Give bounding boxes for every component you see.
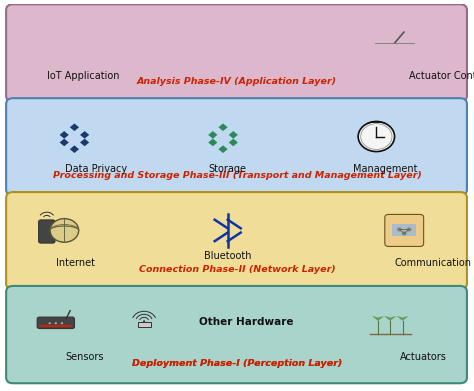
FancyBboxPatch shape: [6, 286, 467, 383]
Text: Deployment Phase-I (Perception Layer): Deployment Phase-I (Perception Layer): [132, 359, 342, 368]
Text: Data Privacy: Data Privacy: [65, 165, 127, 174]
Text: Connection Phase-II (Network Layer): Connection Phase-II (Network Layer): [139, 265, 335, 274]
Text: Sensors: Sensors: [65, 352, 104, 362]
Polygon shape: [80, 131, 89, 139]
Circle shape: [50, 219, 79, 242]
Wedge shape: [382, 32, 408, 43]
Polygon shape: [390, 316, 396, 321]
Text: Internet: Internet: [56, 258, 95, 268]
Circle shape: [48, 322, 51, 324]
Bar: [165, 25, 197, 42]
Circle shape: [402, 231, 407, 235]
Polygon shape: [60, 139, 69, 146]
Circle shape: [61, 322, 63, 324]
Text: Communication: Communication: [395, 258, 472, 268]
Polygon shape: [208, 131, 218, 139]
Text: Deployment Phase-I (Perception Layer): Deployment Phase-I (Perception Layer): [132, 359, 342, 368]
Bar: [392, 224, 416, 237]
Polygon shape: [208, 139, 218, 146]
Text: Management: Management: [353, 165, 418, 174]
FancyBboxPatch shape: [6, 192, 467, 289]
Text: Actuator Control: Actuator Control: [409, 70, 474, 81]
Bar: [137, 322, 151, 327]
Polygon shape: [228, 131, 238, 139]
Text: IoT Application: IoT Application: [46, 70, 119, 81]
Bar: [179, 45, 184, 50]
Text: Processing and Storage Phase-III (Transport and Management Layer): Processing and Storage Phase-III (Transp…: [53, 171, 421, 180]
Polygon shape: [372, 316, 378, 321]
Wedge shape: [375, 27, 414, 43]
Circle shape: [55, 322, 57, 324]
FancyBboxPatch shape: [39, 220, 55, 243]
Circle shape: [407, 228, 411, 231]
Polygon shape: [384, 316, 390, 321]
Polygon shape: [396, 316, 402, 321]
FancyBboxPatch shape: [385, 214, 424, 246]
FancyBboxPatch shape: [160, 20, 202, 47]
Circle shape: [393, 41, 396, 44]
FancyBboxPatch shape: [6, 4, 467, 102]
Polygon shape: [228, 139, 238, 146]
Circle shape: [358, 122, 394, 152]
Circle shape: [397, 228, 402, 231]
Text: Actuators: Actuators: [400, 352, 447, 362]
Circle shape: [143, 320, 145, 322]
Polygon shape: [219, 124, 228, 131]
Text: Bluetooth: Bluetooth: [204, 251, 252, 261]
Polygon shape: [70, 145, 79, 153]
Text: Analysis Phase-IV (Application Layer): Analysis Phase-IV (Application Layer): [137, 77, 337, 86]
Polygon shape: [378, 316, 384, 321]
Polygon shape: [70, 124, 79, 131]
Polygon shape: [402, 316, 409, 321]
FancyBboxPatch shape: [37, 317, 74, 328]
Bar: [171, 49, 191, 51]
Bar: [162, 43, 201, 46]
Circle shape: [361, 124, 392, 149]
Polygon shape: [219, 145, 228, 153]
FancyBboxPatch shape: [6, 98, 467, 196]
Polygon shape: [60, 131, 69, 139]
Text: Other Hardware: Other Hardware: [199, 317, 293, 327]
Text: Storage: Storage: [209, 165, 246, 174]
Bar: [39, 325, 72, 326]
Polygon shape: [80, 139, 89, 146]
